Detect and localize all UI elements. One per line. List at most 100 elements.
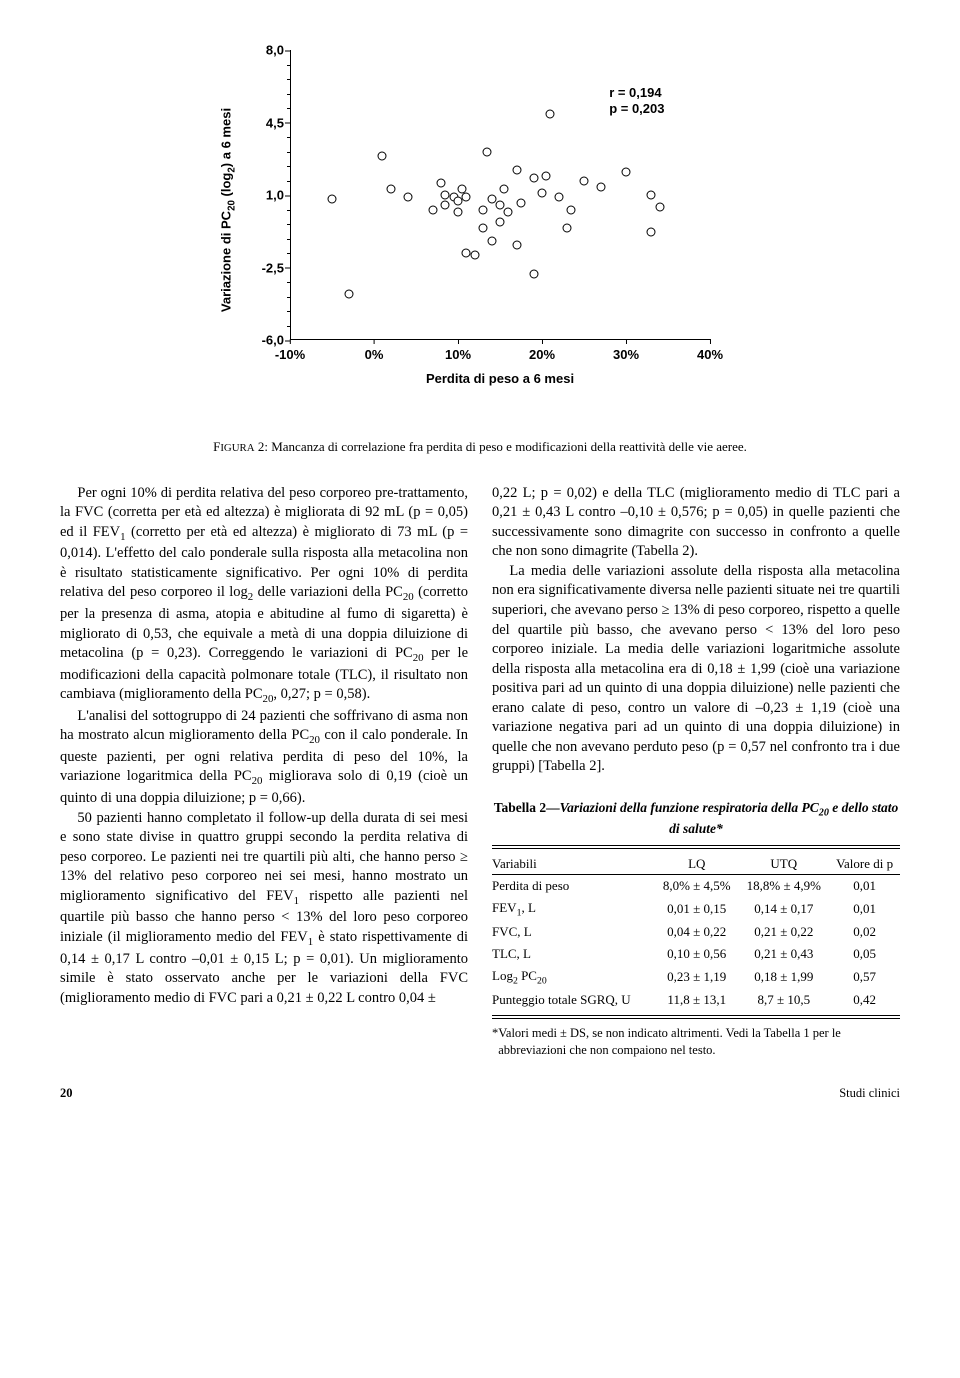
table-header: LQ (655, 853, 738, 875)
table-cell: FEV1, L (492, 897, 655, 922)
table-cell: Perdita di peso (492, 875, 655, 897)
page-footer: 20 Studi clinici (60, 1085, 900, 1102)
data-point (647, 228, 656, 237)
table-cell: 0,21 ± 0,22 (738, 921, 829, 943)
table-row: FEV1, L0,01 ± 0,150,14 ± 0,170,01 (492, 897, 900, 922)
data-point (378, 151, 387, 160)
data-point (567, 205, 576, 214)
data-point (437, 178, 446, 187)
data-table: VariabiliLQUTQValore di p Perdita di pes… (492, 853, 900, 1011)
table-cell: 0,02 (829, 921, 900, 943)
table-cell: 18,8% ± 4,9% (738, 875, 829, 897)
data-point (529, 269, 538, 278)
table-cell: 0,42 (829, 989, 900, 1011)
y-axis-label: Variazione di PC20 (log2) a 6 mesi (219, 108, 238, 312)
table-footnote: *Valori medi ± DS, se non indicato altri… (492, 1025, 900, 1059)
table-cell: Log2 PC20 (492, 965, 655, 990)
y-axis (290, 50, 291, 340)
table-cell: 0,01 (829, 875, 900, 897)
x-tick-label: 10% (445, 347, 471, 362)
data-point (500, 184, 509, 193)
data-point (479, 224, 488, 233)
x-tick-label: 40% (697, 347, 723, 362)
data-point (470, 251, 479, 260)
x-axis (290, 339, 710, 340)
y-tick-label: 4,5 (250, 115, 284, 130)
x-tick-label: 0% (365, 347, 384, 362)
y-tick-label: -6,0 (250, 333, 284, 348)
data-point (622, 168, 631, 177)
table-cell: 0,14 ± 0,17 (738, 897, 829, 922)
data-point (512, 240, 521, 249)
table-header: Valore di p (829, 853, 900, 875)
table-cell: 11,8 ± 13,1 (655, 989, 738, 1011)
data-point (655, 203, 664, 212)
data-point (428, 205, 437, 214)
x-tick-label: 20% (529, 347, 555, 362)
data-point (496, 201, 505, 210)
left-column: Per ogni 10% di perdita relativa del pes… (60, 484, 468, 1059)
body-para: 50 pazienti hanno completato il follow-u… (60, 809, 468, 1009)
table-top-rule (492, 845, 900, 849)
table-cell: 0,10 ± 0,56 (655, 943, 738, 965)
data-point (512, 166, 521, 175)
data-point (441, 201, 450, 210)
figure-2: Variazione di PC20 (log2) a 6 mesi r = 0… (210, 40, 750, 456)
table-cell: FVC, L (492, 921, 655, 943)
x-tick-label: 30% (613, 347, 639, 362)
table-bottom-rule (492, 1015, 900, 1019)
figure-caption: FIGURA 2: Mancanza di correlazione fra p… (210, 438, 750, 456)
data-point (483, 147, 492, 156)
data-point (462, 193, 471, 202)
body-para: L'analisi del sottogruppo di 24 pazienti… (60, 707, 468, 809)
data-point (538, 188, 547, 197)
table-row: Perdita di peso8,0% ± 4,5%18,8% ± 4,9%0,… (492, 875, 900, 897)
data-point (504, 207, 513, 216)
data-point (403, 193, 412, 202)
data-point (542, 172, 551, 181)
table-cell: 8,7 ± 10,5 (738, 989, 829, 1011)
stats-annotation: r = 0,194p = 0,203 (609, 85, 664, 118)
table-cell: 0,18 ± 1,99 (738, 965, 829, 990)
table-row: Punteggio totale SGRQ, U11,8 ± 13,18,7 ±… (492, 989, 900, 1011)
table-row: TLC, L0,10 ± 0,560,21 ± 0,430,05 (492, 943, 900, 965)
table-header: UTQ (738, 853, 829, 875)
table-title: Tabella 2—Variazioni della funzione resp… (492, 799, 900, 839)
y-tick-label: 1,0 (250, 188, 284, 203)
table-row: FVC, L0,04 ± 0,220,21 ± 0,220,02 (492, 921, 900, 943)
table-cell: 0,21 ± 0,43 (738, 943, 829, 965)
data-point (529, 174, 538, 183)
data-point (596, 182, 605, 191)
table-cell: 0,05 (829, 943, 900, 965)
table-cell: 0,01 ± 0,15 (655, 897, 738, 922)
body-para: La media delle variazioni assolute della… (492, 562, 900, 777)
y-tick-label: 8,0 (250, 43, 284, 58)
table-cell: 0,04 ± 0,22 (655, 921, 738, 943)
data-point (479, 205, 488, 214)
data-point (647, 191, 656, 200)
y-tick-label: -2,5 (250, 260, 284, 275)
body-para: Per ogni 10% di perdita relativa del pes… (60, 484, 468, 707)
data-point (496, 217, 505, 226)
plot-area: r = 0,194p = 0,203 -6,0-2,51,04,58,0-10%… (290, 50, 710, 340)
body-para: 0,22 L; p = 0,02) e della TLC (miglioram… (492, 484, 900, 562)
table-header: Variabili (492, 853, 655, 875)
data-point (386, 184, 395, 193)
table-cell: 0,23 ± 1,19 (655, 965, 738, 990)
table-cell: 8,0% ± 4,5% (655, 875, 738, 897)
data-point (454, 207, 463, 216)
data-point (487, 236, 496, 245)
data-point (580, 176, 589, 185)
data-point (554, 193, 563, 202)
table-cell: 0,01 (829, 897, 900, 922)
table-row: Log2 PC200,23 ± 1,190,18 ± 1,990,57 (492, 965, 900, 990)
x-axis-label: Perdita di peso a 6 mesi (426, 371, 574, 386)
data-point (517, 199, 526, 208)
data-point (487, 195, 496, 204)
data-point (328, 195, 337, 204)
body-columns: Per ogni 10% di perdita relativa del pes… (60, 484, 900, 1059)
page-number: 20 (60, 1085, 73, 1102)
section-name: Studi clinici (839, 1085, 900, 1102)
table-cell: Punteggio totale SGRQ, U (492, 989, 655, 1011)
table-cell: 0,57 (829, 965, 900, 990)
